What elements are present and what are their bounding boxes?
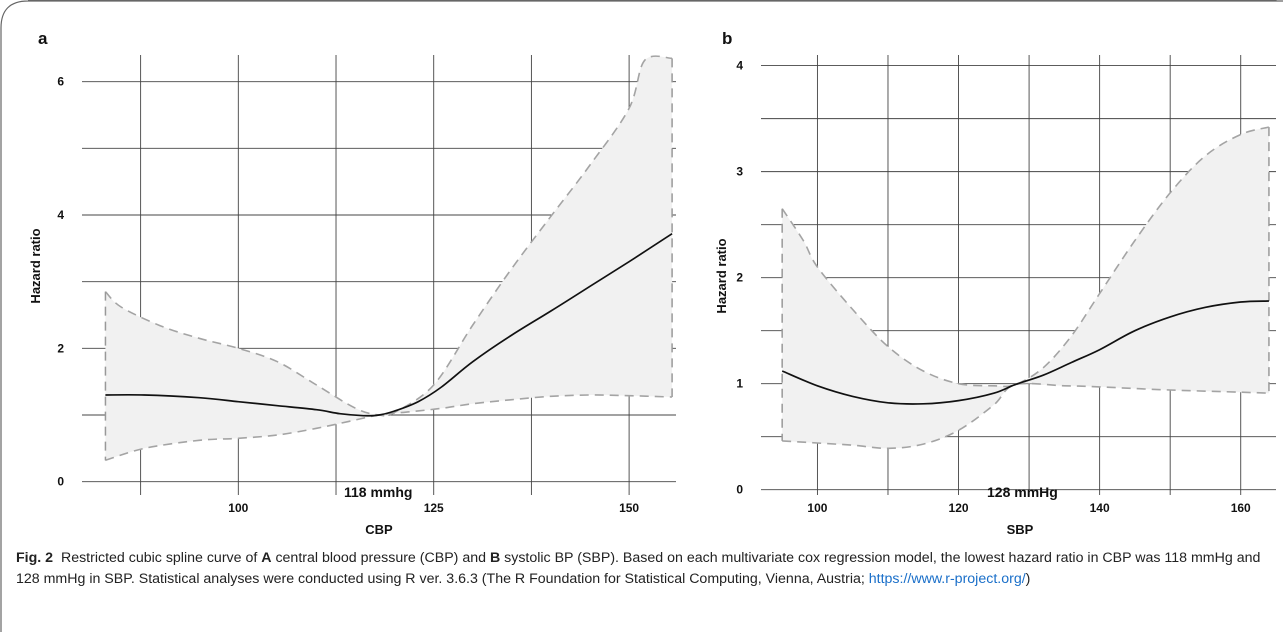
panel-a-min-annotation: 118 mmhg (344, 484, 412, 500)
panel-b-x-axis-label: SBP (1007, 522, 1034, 537)
y-tick-label: 6 (57, 75, 64, 89)
caption-text-1: Restricted cubic spline curve of (60, 550, 262, 566)
panel-a-estimate-line (105, 232, 673, 417)
caption-text-2: central blood pressure (CBP) and (271, 550, 490, 566)
panel-b-y-axis-label: Hazard ratio (714, 238, 729, 313)
y-tick-label: 2 (57, 341, 64, 355)
panel-b-ci-upper-line (781, 126, 1270, 388)
panel-b-x-ticks: 100 120 140 160 (807, 501, 1251, 515)
panel-b-chart: 0 1 2 3 4 100 120 140 160 b SBP Hazard ratio 12… (714, 29, 1276, 537)
panel-a-y-axis-label: Hazard ratio (28, 228, 43, 303)
panel-b-estimate-line (781, 300, 1269, 405)
panel-b-ci-lower-line (782, 382, 1269, 450)
x-tick-label: 150 (619, 501, 639, 515)
y-tick-label: 0 (736, 483, 743, 497)
panel-a-x-axis-label: CBP (365, 522, 393, 537)
y-tick-label: 1 (736, 377, 743, 391)
caption-bold-b: B (489, 550, 501, 566)
y-tick-label: 0 (57, 475, 64, 489)
y-tick-label: 3 (736, 165, 743, 179)
y-tick-label: 4 (57, 208, 64, 222)
caption-text-4: ) (1025, 570, 1031, 587)
panel-b-min-annotation: 128 mmHg (987, 484, 1058, 500)
figure-caption: Fig. 2 Restricted cubic spline curve of … (16, 548, 1271, 589)
panel-a-ci-lower-line (105, 394, 673, 462)
x-tick-label: 160 (1231, 501, 1251, 515)
y-tick-label: 2 (736, 271, 743, 285)
x-tick-label: 125 (424, 501, 444, 515)
caption-figure-label: Fig. 2 (16, 550, 54, 566)
x-tick-label: 140 (1090, 501, 1110, 515)
x-tick-label: 120 (949, 501, 969, 515)
panel-a-y-ticks: 0 2 4 6 (57, 75, 64, 489)
panel-a-letter: a (38, 29, 48, 48)
y-tick-label: 4 (736, 59, 743, 73)
panel-a-ci-band (105, 56, 673, 461)
panel-b-ci-band (782, 127, 1269, 449)
x-tick-label: 100 (228, 501, 248, 515)
x-tick-label: 100 (807, 501, 827, 515)
caption-text-3: systolic BP (SBP). Based on each multiva… (16, 550, 1261, 587)
panel-a-chart: 0 2 4 6 100 125 150 a CBP Hazard ratio 118 mm… (28, 29, 676, 537)
panel-b-y-ticks: 0 1 2 3 4 (736, 59, 743, 497)
caption-bold-a: A (261, 550, 272, 566)
panel-a-ci-upper-line (104, 55, 673, 417)
panel-b-letter: b (722, 29, 732, 48)
caption-r-project-link[interactable]: https://www.r-project.org/ (868, 570, 1026, 587)
panel-a-x-ticks: 100 125 150 (228, 501, 639, 515)
